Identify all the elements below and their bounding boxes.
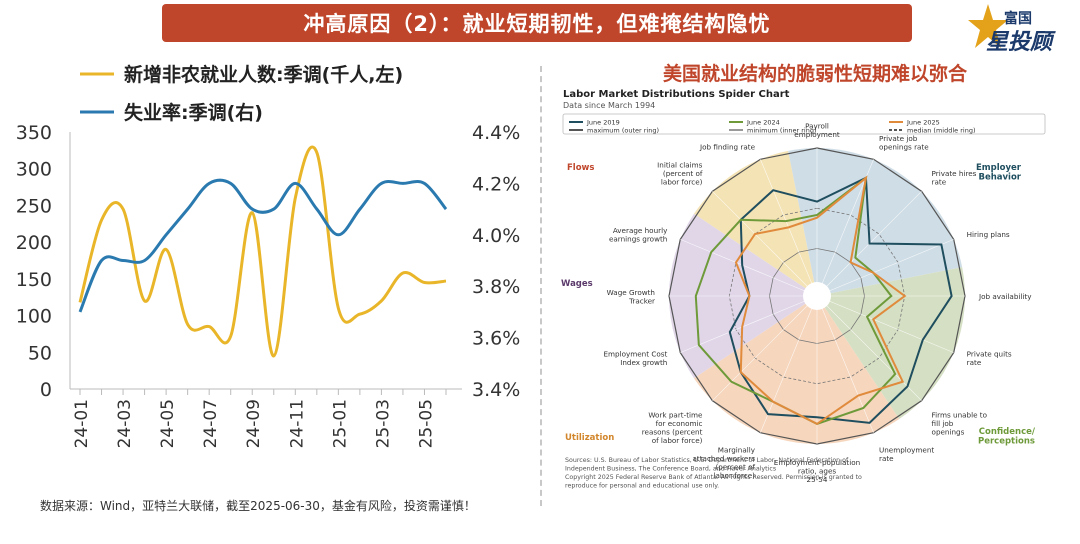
payroll-unemployment-chart: 新增非农就业人数:季调(千人,左) 失业率:季调(右) 0 50 100 150 200… [0,44,540,544]
spider-legend-label: June 2024 [746,119,780,127]
x-tick-label: 25-01 [330,399,350,448]
page-title: 冲高原因（2）：就业短期韧性，但难掩结构隐忧 [303,8,770,38]
right-y-tick-label: 4.2% [472,173,520,195]
spider-subtitle: Data since March 1994 [563,101,655,110]
spider-source-line: Copyright 2025 Federal Reserve Bank of A… [565,474,862,481]
legend-label-payroll: 新增非农就业人数:季调(千人,左) [124,63,403,86]
left-y-tick-label: 50 [28,342,52,364]
legend: 新增非农就业人数:季调(千人,左) 失业率:季调(右) [80,63,403,124]
spider-sector-label-line: Employer [976,163,1022,173]
title-bar: 冲高原因（2）：就业短期韧性，但难掩结构隐忧 [162,4,912,42]
x-tick-label: 25-03 [373,399,393,448]
spider-axis-label: Hiring plans [967,230,1010,239]
left-y-tick-label: 0 [40,379,52,401]
right-y-tick-label: 3.8% [472,276,520,298]
spider-chart-panel: 美国就业结构的脆弱性短期难以弥合 Labor Market Distributi… [555,56,1075,496]
spider-axis-label-line: Job finding rate [699,142,756,151]
spider-title: Labor Market Distributions Spider Chart [563,89,790,100]
right-y-tick-label: 3.4% [472,379,520,401]
panel-divider [540,66,542,506]
spider-sector-label: Wages [561,279,593,289]
left-y-tick-label: 300 [16,159,52,181]
spider-sector-label: Flows [567,163,594,173]
spider-source-line: reproduce for personal and educational u… [565,483,719,490]
legend-label-unemployment: 失业率:季调(右) [124,101,263,124]
spider-legend-label: maximum (outer ring) [587,127,659,135]
spider-axis-label-line: Hiring plans [967,230,1010,239]
spider-sector-label-line: Utilization [565,433,614,443]
spider-sources: Sources: U.S. Bureau of Labor Statistics… [565,457,862,490]
x-tick-label: 24-11 [287,399,307,448]
spider-center [803,282,831,310]
right-y-tick-label: 4.0% [472,225,520,247]
spider-axis-label: Job finding rate [699,142,756,151]
left-y-tick-label: 350 [16,122,52,144]
spider-axis-label-line: Tracker [628,296,655,305]
spider-axis-label-line: earnings growth [609,234,667,243]
logo-main-text: 星投顾 [986,24,1052,56]
spider-legend-label: June 2025 [906,119,940,127]
spider-legend-label: June 2019 [586,119,620,127]
spider-sector-label-line: Confidence/ [979,427,1036,437]
x-tick-label: 24-07 [201,399,221,448]
brand-logo: 富国 星投顾 [968,2,1078,54]
spider-axis-label-line: openings rate [879,142,929,151]
left-y-tick-label: 200 [16,232,52,254]
spider-heading: 美国就业结构的脆弱性短期难以弥合 [663,62,968,85]
spider-axis-label-line: rate [932,177,947,186]
left-y-tick-label: 250 [16,195,52,217]
left-y-axis: 0 50 100 150 200 250 300 350 [16,122,52,401]
spider-sector-label-line: Behavior [978,173,1021,183]
spider-axis-label-line: rate [967,358,982,367]
x-tick-label: 24-01 [72,399,92,448]
x-tick-label: 24-03 [115,399,135,448]
spider-sector-label-line: Flows [567,163,594,173]
spider-axis-label: Job availability [978,292,1032,301]
spider-source-line: Independent Business, The Conference Boa… [565,466,776,473]
payroll-series-line [80,147,446,356]
right-y-tick-label: 3.6% [472,328,520,350]
spider-sector-label-line: Perceptions [978,437,1035,447]
spider-axis-label-line: employment [794,130,840,139]
right-y-tick-label: 4.4% [472,122,520,144]
spider-axis-label-line: labor force) [661,177,703,186]
footer-source: 数据来源：Wind，亚特兰大联储，截至2025-06-30，基金有风险，投资需谨… [40,497,476,514]
left-y-tick-label: 150 [16,269,52,291]
right-y-axis: 3.4% 3.6% 3.8% 4.0% 4.2% 4.4% [472,122,520,401]
spider-axis-label-line: rate [879,454,894,463]
spider-axis-label-line: Job availability [978,292,1032,301]
x-tick-label: 25-05 [416,399,436,448]
x-tick-label: 24-05 [158,399,178,448]
spider-sector-label-line: Wages [561,279,593,289]
x-tick-label: 24-09 [244,399,264,448]
spider-sector-label: Utilization [565,433,614,443]
spider-source-line: Sources: U.S. Bureau of Labor Statistics… [565,457,849,464]
x-axis-ticks: 24-01 24-03 24-05 24-07 24-09 24-11 25-01 25-03… [72,389,446,448]
spider-axis-label-line: of labor force) [652,436,703,445]
left-y-tick-label: 100 [16,306,52,328]
spider-sector-label: Confidence/Perceptions [978,427,1036,447]
spider-axis-label-line: Index growth [620,358,667,367]
spider-axis-label-line: openings [932,428,965,437]
